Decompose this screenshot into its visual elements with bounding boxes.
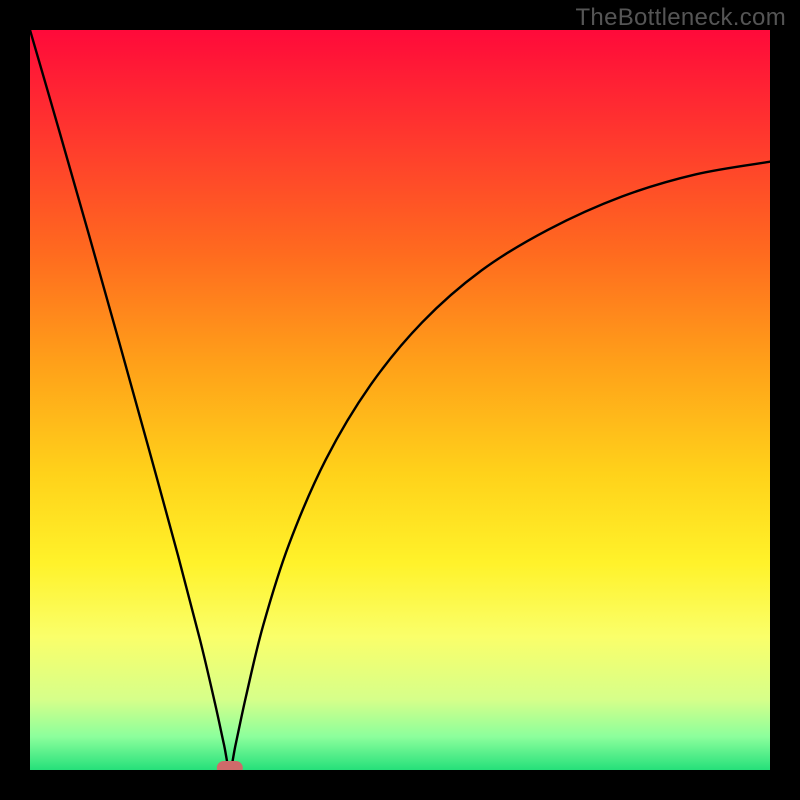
bottleneck-chart (0, 0, 800, 800)
chart-gradient-bg (30, 30, 770, 770)
watermark-text: TheBottleneck.com (575, 4, 786, 32)
